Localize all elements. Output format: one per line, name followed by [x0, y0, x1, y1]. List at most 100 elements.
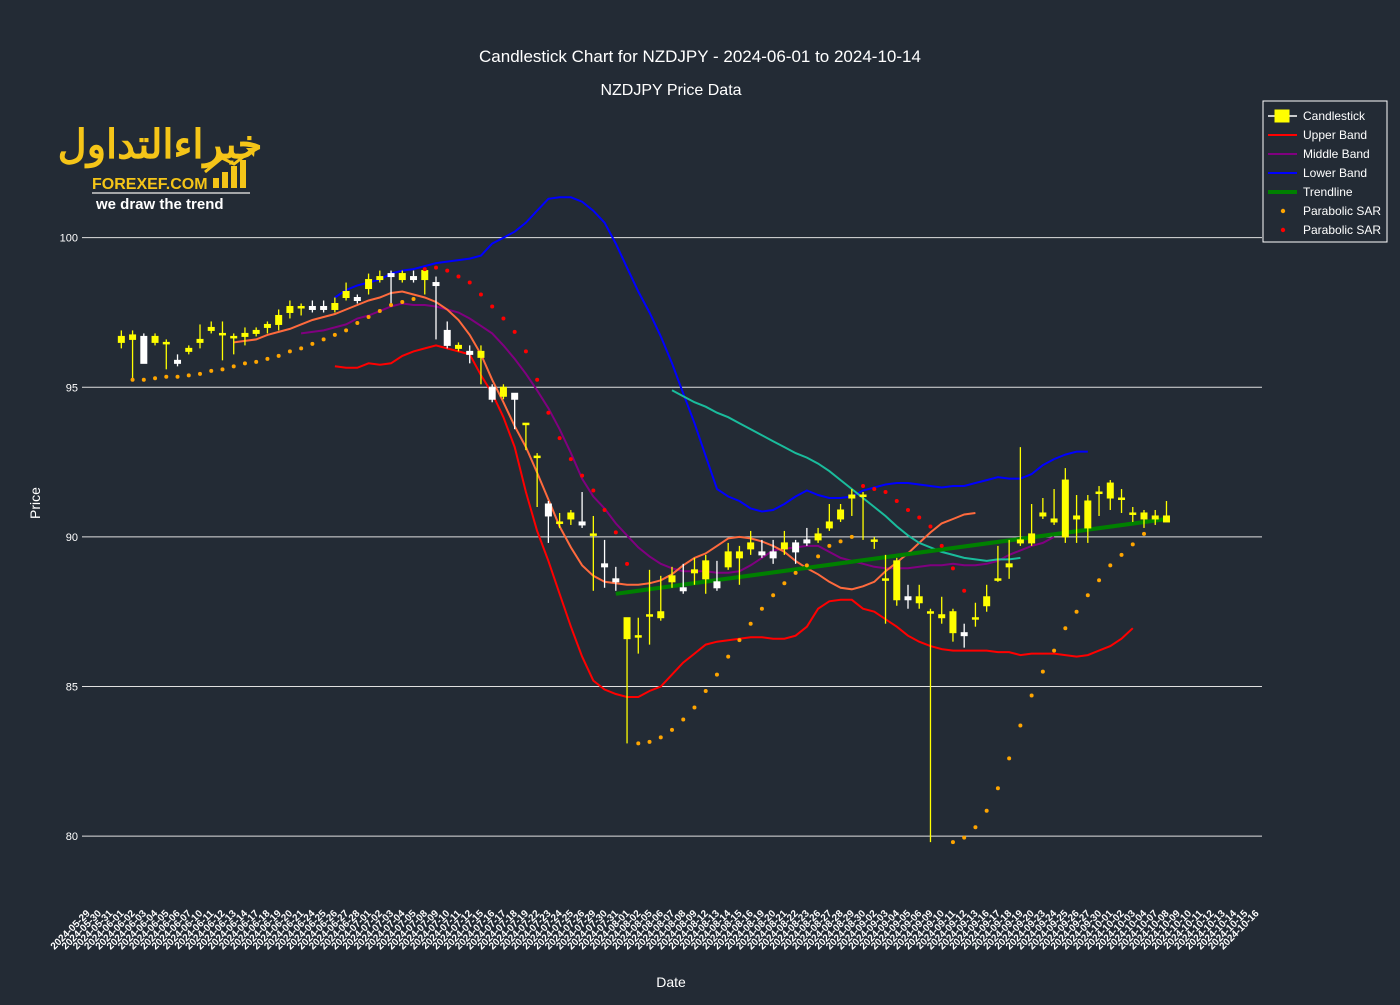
sar-dot	[141, 377, 146, 382]
candle-body	[477, 350, 485, 358]
legend-item: Parabolic SAR	[1280, 223, 1381, 237]
candle	[308, 300, 316, 313]
candle	[342, 282, 350, 301]
candle-body	[870, 539, 878, 542]
candle	[1106, 480, 1114, 510]
candle-body	[747, 542, 755, 550]
candle-body	[837, 509, 845, 520]
candle	[724, 542, 732, 570]
candle	[443, 321, 451, 349]
sar-dot	[344, 328, 349, 333]
sar-dot	[883, 490, 888, 495]
candle-body	[1028, 533, 1036, 544]
sar-dot	[894, 499, 899, 504]
candle	[657, 575, 665, 621]
legend-swatch	[1280, 208, 1286, 214]
sar-dot	[153, 376, 158, 381]
candle	[174, 354, 182, 367]
candle	[679, 563, 687, 594]
legend-item: Parabolic SAR	[1280, 204, 1381, 218]
legend-item: Middle Band	[1268, 147, 1370, 161]
sar-dot	[692, 705, 697, 710]
candle	[286, 300, 294, 319]
sar-dot	[355, 320, 360, 325]
candle-body	[241, 332, 249, 337]
legend-label: Parabolic SAR	[1303, 223, 1381, 237]
candle	[1151, 509, 1159, 525]
sar-dot	[276, 353, 281, 358]
sar-dot	[906, 507, 910, 512]
legend-swatch-body	[1274, 109, 1290, 123]
sar-dot	[759, 606, 764, 611]
sar-dot	[467, 280, 472, 285]
candle-body	[612, 578, 620, 583]
sar-dot	[501, 316, 506, 321]
candle	[320, 300, 328, 313]
candle-body	[893, 560, 901, 601]
candle-body	[297, 305, 305, 309]
candle-body	[792, 542, 800, 553]
candle-body	[410, 276, 418, 281]
candle	[623, 617, 631, 744]
candle	[117, 330, 125, 349]
sar-dot	[411, 297, 416, 302]
sar-dot	[231, 364, 236, 369]
candle	[218, 321, 226, 361]
candle	[983, 584, 991, 612]
candle	[410, 270, 418, 283]
candle	[522, 422, 530, 451]
legend-label: Trendline	[1303, 185, 1353, 199]
sar-dot	[1029, 693, 1034, 698]
x-axis-label: Date	[656, 974, 686, 990]
sar-dot	[939, 543, 944, 548]
sar-dot	[703, 689, 708, 694]
candle	[387, 270, 395, 304]
sar-dot	[1097, 578, 1102, 583]
sar-dot	[456, 274, 461, 279]
candle-body	[365, 279, 373, 290]
candle-body	[938, 614, 946, 619]
candle-body	[735, 551, 743, 559]
candle-body	[971, 617, 979, 620]
sar-dot	[613, 530, 618, 535]
sar-dot	[861, 484, 866, 489]
candle-body	[567, 512, 575, 520]
candle	[994, 545, 1002, 582]
sar-dot	[670, 727, 674, 732]
candle-body	[623, 617, 631, 640]
candle-body	[218, 332, 226, 336]
sar-dot	[130, 377, 135, 382]
candle	[792, 539, 800, 564]
trendline	[615, 517, 1167, 596]
candle-body	[1095, 491, 1103, 495]
parabolic-sar-dots	[130, 265, 1146, 845]
sar-dot	[287, 349, 292, 354]
candle	[129, 330, 137, 379]
sar-dot	[1007, 756, 1012, 761]
candle	[859, 492, 867, 540]
candle	[544, 501, 552, 543]
sar-dot	[568, 457, 573, 462]
candle	[668, 566, 676, 588]
sar-dot	[726, 654, 731, 659]
sar-dot	[175, 374, 180, 379]
sar-dot	[681, 717, 686, 722]
candle-body	[511, 392, 519, 400]
candle-body	[825, 521, 833, 529]
sar-dot	[557, 436, 562, 441]
candle-body	[263, 323, 271, 328]
candle	[162, 339, 170, 370]
candle	[690, 557, 698, 585]
candle-body	[780, 542, 788, 550]
candle-body	[994, 578, 1002, 581]
series-line	[671, 389, 1021, 562]
sar-dot	[265, 356, 270, 361]
candle-body	[275, 314, 283, 325]
y-tick-label: 80	[66, 831, 78, 843]
candle-body	[589, 533, 597, 536]
candle	[825, 503, 833, 531]
candle	[848, 489, 856, 516]
sar-dot	[389, 302, 394, 307]
